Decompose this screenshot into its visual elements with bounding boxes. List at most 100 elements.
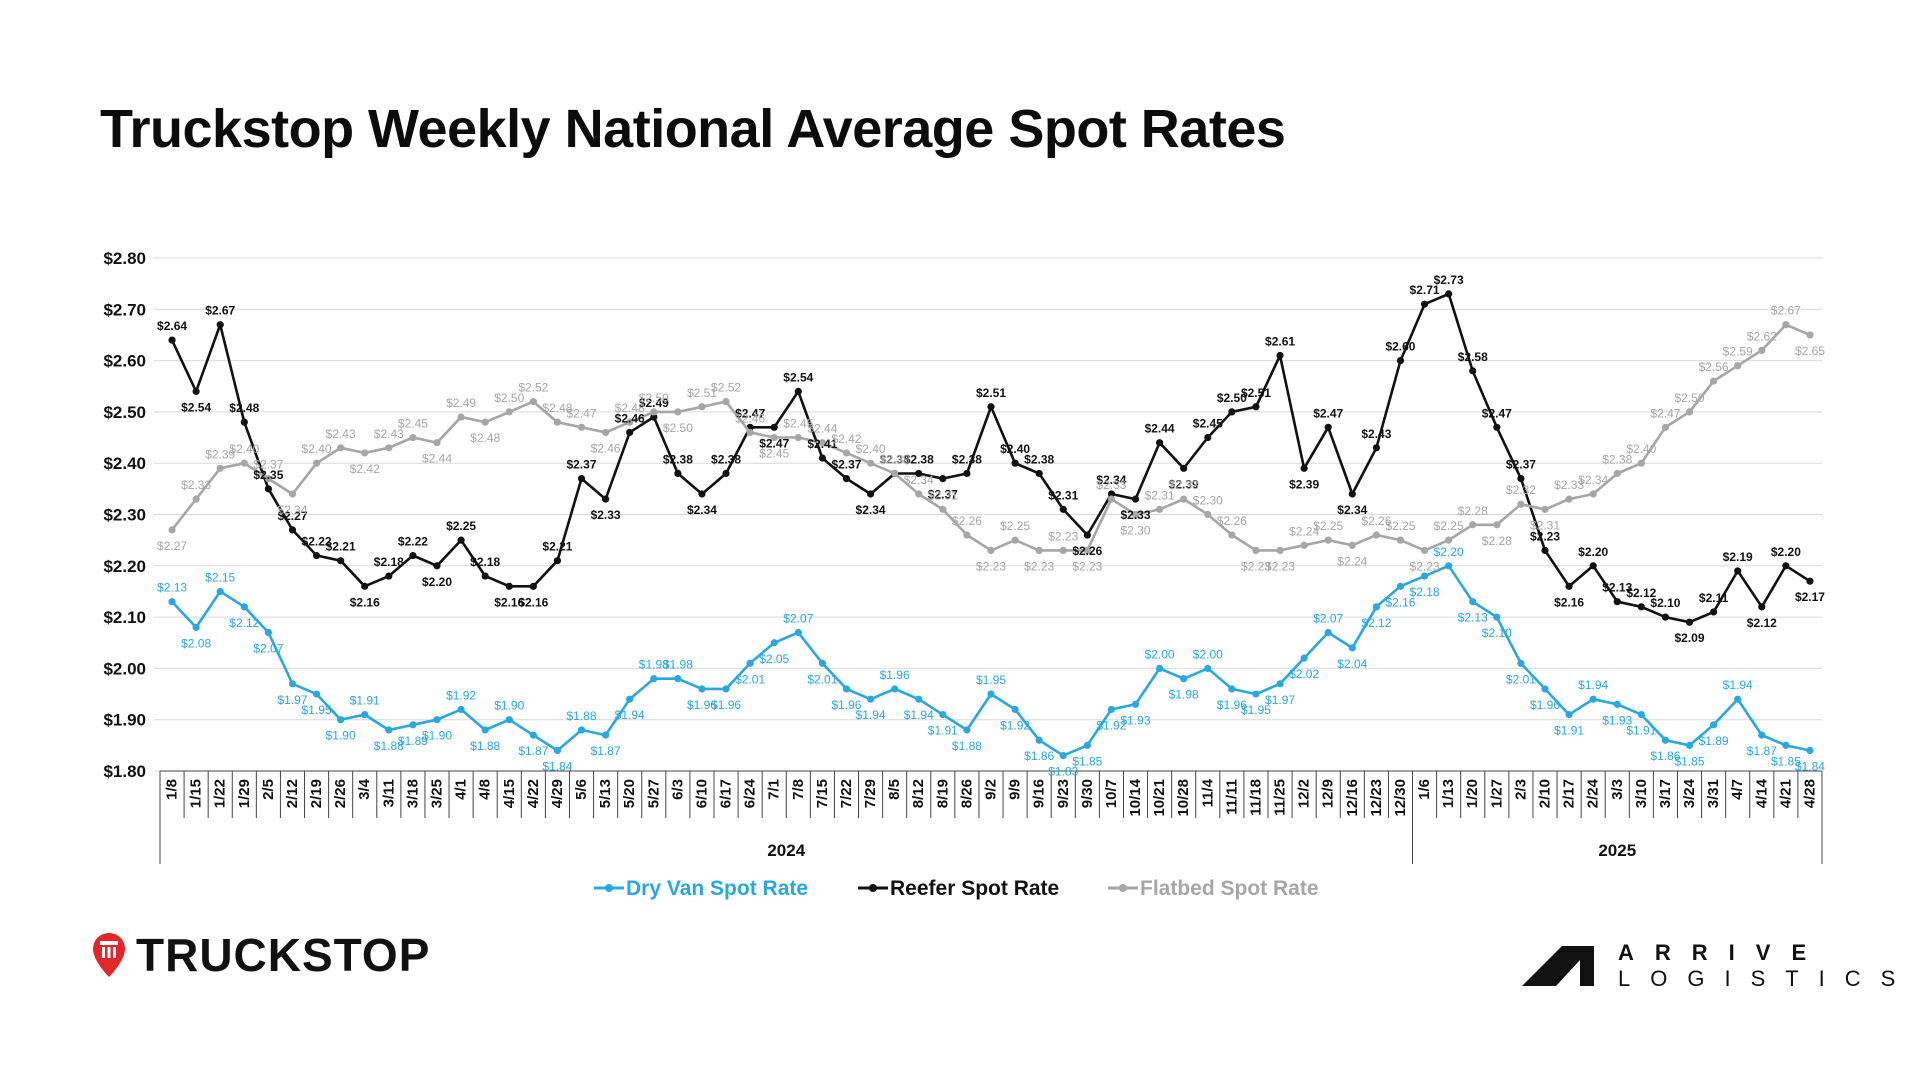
data-label: $1.89 bbox=[398, 734, 428, 748]
data-point bbox=[1107, 490, 1116, 498]
data-point bbox=[1180, 675, 1188, 683]
data-label: $1.97 bbox=[1265, 693, 1295, 707]
x-tick-label: 9/16 bbox=[1031, 779, 1048, 808]
legend-marker bbox=[605, 884, 613, 892]
data-label: $1.95 bbox=[976, 673, 1006, 687]
data-label: $2.24 bbox=[1289, 524, 1319, 538]
x-tick-label: 8/5 bbox=[886, 779, 903, 800]
arrive-wordmark: ARRIVE bbox=[1618, 940, 1828, 965]
x-tick-label: 1/6 bbox=[1416, 779, 1433, 800]
data-point bbox=[1661, 613, 1670, 621]
data-label: $2.24 bbox=[1337, 554, 1367, 568]
data-label: $2.01 bbox=[735, 672, 765, 686]
data-point bbox=[746, 428, 754, 437]
data-label: $2.22 bbox=[302, 535, 332, 549]
data-label: $2.04 bbox=[1337, 657, 1367, 671]
data-point bbox=[1107, 495, 1116, 503]
data-point bbox=[698, 490, 706, 498]
data-point bbox=[1782, 321, 1790, 329]
data-point bbox=[409, 721, 417, 729]
data-label: $2.20 bbox=[1578, 545, 1608, 559]
data-point bbox=[939, 505, 947, 513]
data-label: $2.17 bbox=[1795, 590, 1825, 604]
data-label: $2.47 bbox=[1313, 406, 1343, 420]
data-label: $2.23 bbox=[1048, 529, 1078, 543]
data-point bbox=[505, 582, 513, 590]
data-label: $2.39 bbox=[1289, 477, 1319, 491]
data-point bbox=[1083, 546, 1091, 555]
data-label: $2.31 bbox=[928, 488, 958, 502]
data-point bbox=[1758, 603, 1766, 611]
data-point bbox=[505, 408, 513, 416]
data-label: $2.33 bbox=[1121, 508, 1151, 522]
data-label: $1.90 bbox=[326, 729, 356, 743]
data-point bbox=[1445, 562, 1453, 570]
data-point bbox=[1589, 562, 1597, 570]
x-tick-label: 4/8 bbox=[477, 779, 494, 800]
data-label: $2.18 bbox=[1410, 585, 1440, 599]
x-tick-label: 5/20 bbox=[621, 779, 638, 808]
data-point bbox=[1469, 367, 1477, 375]
data-point bbox=[915, 695, 923, 703]
data-point bbox=[1107, 705, 1116, 714]
data-label: $1.89 bbox=[1699, 734, 1729, 748]
data-label: $2.11 bbox=[1699, 591, 1729, 605]
x-tick-label: 6/24 bbox=[742, 778, 759, 808]
x-tick-label: 9/9 bbox=[1007, 779, 1024, 800]
data-point bbox=[1204, 433, 1212, 442]
x-tick-label: 1/13 bbox=[1440, 779, 1457, 808]
data-point bbox=[385, 572, 393, 580]
data-point bbox=[288, 490, 297, 498]
data-point bbox=[891, 469, 899, 478]
data-label: $2.12 bbox=[1361, 616, 1391, 630]
data-point bbox=[915, 469, 923, 478]
data-label: $2.67 bbox=[1771, 304, 1801, 318]
data-label: $2.34 bbox=[856, 503, 886, 517]
data-label: $1.96 bbox=[1530, 698, 1560, 712]
data-label: $2.42 bbox=[350, 462, 380, 476]
x-tick-label: 7/8 bbox=[790, 779, 807, 800]
x-tick-label: 11/11 bbox=[1223, 779, 1240, 815]
data-label: $2.16 bbox=[1554, 595, 1584, 609]
data-label: $2.65 bbox=[1795, 344, 1825, 358]
data-point bbox=[385, 444, 393, 452]
data-point bbox=[794, 387, 802, 395]
data-label: $2.38 bbox=[952, 452, 982, 466]
x-tick-label: 1/22 bbox=[212, 779, 229, 808]
data-label: $2.34 bbox=[1337, 503, 1367, 517]
data-point bbox=[1083, 531, 1091, 539]
data-point bbox=[842, 474, 851, 483]
data-label: $2.12 bbox=[1747, 616, 1777, 630]
data-point bbox=[240, 459, 248, 467]
data-label: $2.30 bbox=[1193, 494, 1223, 508]
x-tick-label: 7/15 bbox=[814, 779, 831, 808]
data-label: $2.01 bbox=[807, 672, 837, 686]
data-label: $2.60 bbox=[1385, 340, 1415, 354]
data-label: $2.00 bbox=[1193, 647, 1223, 661]
data-point bbox=[1734, 362, 1742, 370]
data-label: $2.31 bbox=[1145, 488, 1175, 502]
data-point bbox=[264, 485, 272, 493]
data-label: $2.23 bbox=[1241, 559, 1271, 573]
data-label: $2.12 bbox=[1626, 586, 1656, 600]
data-point bbox=[361, 449, 369, 457]
data-point bbox=[240, 418, 248, 426]
data-label: $2.62 bbox=[1747, 329, 1777, 343]
data-label: $2.28 bbox=[1458, 504, 1488, 518]
data-label: $2.48 bbox=[615, 401, 645, 415]
data-label: $2.38 bbox=[1024, 452, 1054, 466]
x-tick-label: 6/17 bbox=[718, 779, 735, 808]
x-tick-label: 10/28 bbox=[1175, 779, 1192, 817]
data-label: $2.20 bbox=[1771, 545, 1801, 559]
data-label: $2.43 bbox=[326, 427, 356, 441]
data-label: $2.33 bbox=[1096, 478, 1126, 492]
data-point bbox=[674, 469, 682, 478]
series-lines bbox=[168, 290, 1814, 760]
data-point bbox=[1228, 408, 1236, 416]
data-label: $2.20 bbox=[422, 575, 452, 589]
data-point bbox=[1228, 531, 1236, 539]
data-label: $1.84 bbox=[542, 759, 572, 773]
y-tick-label: $2.80 bbox=[103, 249, 146, 268]
data-label: $2.67 bbox=[205, 304, 235, 318]
data-label: $2.27 bbox=[157, 539, 187, 553]
